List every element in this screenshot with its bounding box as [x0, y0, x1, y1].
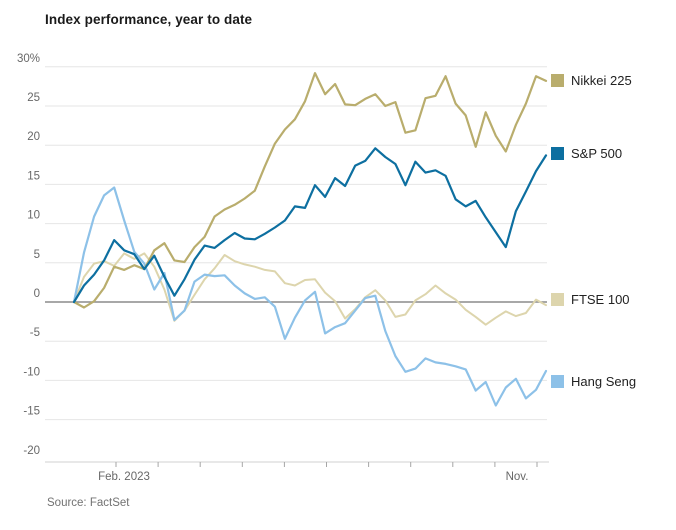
series-line-hang-seng — [72, 186, 548, 407]
legend-label-sp500: S&P 500 — [571, 146, 623, 161]
y-axis-label: 25 — [27, 92, 40, 104]
legend-item-ftse: FTSE 100 — [551, 292, 630, 307]
y-axis-label: 15 — [27, 170, 40, 182]
y-axis-label: 20 — [27, 131, 40, 143]
y-axis-label: -20 — [23, 445, 40, 457]
legend-label-nikkei: Nikkei 225 — [571, 73, 632, 88]
series-line-ftse-100 — [73, 252, 547, 326]
x-axis-label-nov: Nov. — [505, 471, 529, 483]
chart-title: Index performance, year to date — [45, 12, 253, 27]
x-axis-label-feb: Feb. 2023 — [98, 471, 150, 483]
legend-item-sp500: S&P 500 — [551, 146, 622, 161]
legend-swatch-nikkei-icon — [551, 74, 564, 87]
legend-label-ftse: FTSE 100 — [571, 292, 630, 307]
y-axis-label: -5 — [30, 327, 40, 339]
y-axis-label: -10 — [23, 366, 40, 378]
legend-item-nikkei: Nikkei 225 — [551, 73, 632, 88]
legend-label-hangseng: Hang Seng — [571, 374, 637, 389]
y-axis-label: 0 — [34, 288, 40, 300]
y-axis-label: 5 — [34, 249, 40, 261]
y-axis-label: 30% — [17, 53, 40, 65]
legend-swatch-hangseng-icon — [551, 375, 564, 388]
legend-swatch-ftse-icon — [551, 293, 564, 306]
series-line-s-p-500 — [72, 147, 548, 304]
source-note: Source: FactSet — [47, 497, 130, 509]
y-axis-label: 10 — [27, 210, 40, 222]
y-axis-label: -15 — [23, 406, 40, 418]
legend-item-hangseng: Hang Seng — [551, 374, 636, 389]
legend-swatch-sp500-icon — [551, 147, 564, 160]
series-line-nikkei-225 — [72, 71, 548, 309]
